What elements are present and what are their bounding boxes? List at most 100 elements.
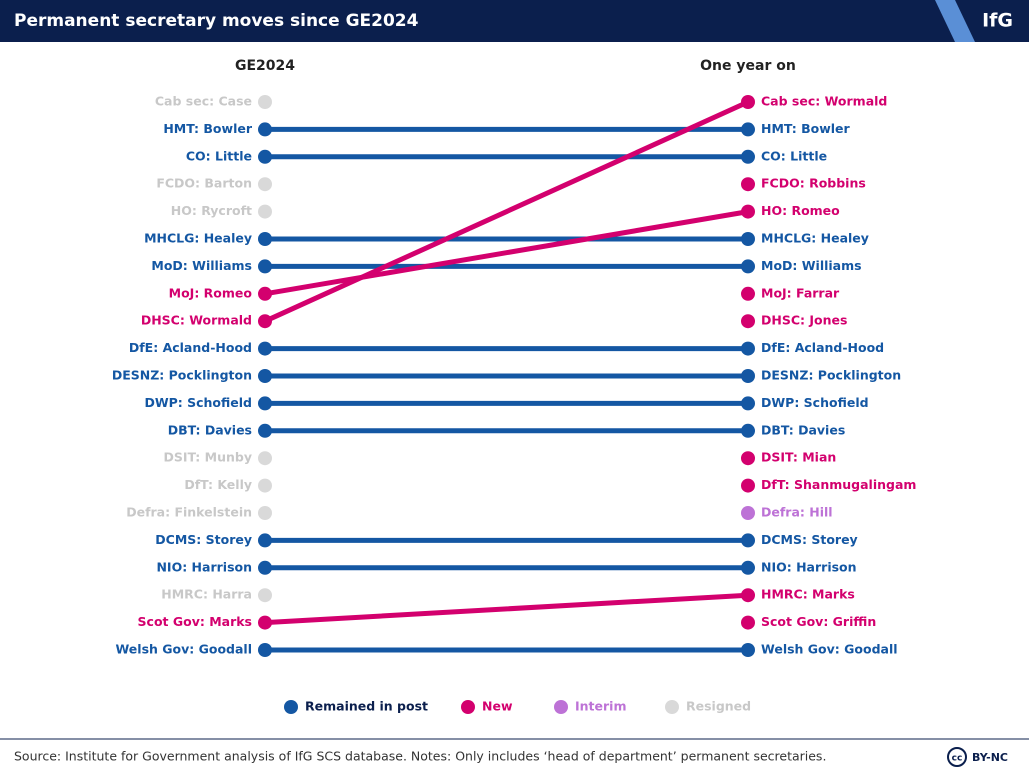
left-node [258,369,272,383]
left-label: DfE: Acland-Hood [129,340,252,355]
right-node [741,615,755,630]
left-label: Defra: Finkelstein [126,505,252,520]
left-node [258,533,272,548]
right-label: HMT: Bowler [761,121,851,136]
legend-swatch [554,700,568,714]
left-node [258,177,272,192]
left-node [258,95,272,109]
right-label: MoJ: Farrar [761,285,840,300]
left-label: HMRC: Harra [161,587,252,602]
link [262,99,751,324]
right-node [741,643,755,657]
logo: IfG [982,10,1013,32]
left-label: DESNZ: Pocklington [112,368,252,383]
right-label: DfT: Shanmugalingam [761,477,916,492]
right-node [741,177,755,192]
cc-text: cc [952,754,963,764]
link [262,209,751,297]
left-node [258,506,272,520]
right-label: Scot Gov: Griffin [761,614,876,629]
left-node [258,588,272,603]
left-label: MHCLG: Healey [144,231,252,246]
left-node [258,259,272,274]
left-node [258,341,272,356]
right-label: CO: Little [761,148,827,163]
right-node [741,341,755,356]
right-node [741,396,755,411]
legend-label: Remained in post [305,699,428,714]
legend-swatch [665,700,679,714]
left-label: DHSC: Wormald [141,313,252,328]
left-node [258,615,272,630]
left-label: FCDO: Barton [156,176,252,191]
legend-label: New [482,699,513,714]
left-node [258,451,272,466]
left-label: MoD: Williams [151,258,252,273]
licence: BY-NC [972,751,1008,764]
right-label: DWP: Schofield [761,395,869,410]
right-label: MoD: Williams [761,258,862,273]
left-node [258,204,272,219]
left-label: DBT: Davies [168,422,252,437]
left-label: DWP: Schofield [144,395,252,410]
right-node [741,259,755,274]
left-label: Cab sec: Case [155,94,252,109]
left-node [258,643,272,657]
column-header: One year on [700,58,796,74]
right-node [741,232,755,246]
right-node [741,533,755,548]
right-label: DBT: Davies [761,422,845,437]
right-node [741,314,755,329]
column-header: GE2024 [235,58,295,74]
right-label: Defra: Hill [761,505,833,520]
right-node [741,95,755,109]
title: Permanent secretary moves since GE2024 [14,11,419,31]
legend-label: Resigned [686,699,751,714]
right-label: DHSC: Jones [761,313,847,328]
right-node [741,506,755,520]
right-label: FCDO: Robbins [761,176,866,191]
right-node [741,286,755,301]
left-label: CO: Little [186,148,252,163]
right-node [741,423,755,438]
right-node [741,451,755,466]
right-label: HO: Romeo [761,203,840,218]
left-label: DCMS: Storey [155,532,252,547]
right-label: HMRC: Marks [761,587,855,602]
right-node [741,588,755,603]
legend-swatch [284,700,298,714]
left-node [258,286,272,301]
left-node [258,314,272,329]
logo-stripe [935,0,975,42]
right-node [741,149,755,164]
header-bar [0,0,1029,42]
left-label: Welsh Gov: Goodall [115,642,252,657]
left-node [258,149,272,164]
left-node [258,423,272,438]
left-label: Scot Gov: Marks [138,614,252,629]
source-note: Source: Institute for Government analysi… [14,749,826,764]
legend-label: Interim [575,699,626,714]
left-node [258,396,272,411]
right-label: MHCLG: Healey [761,231,869,246]
legend-swatch [461,700,475,714]
left-node [258,122,272,137]
right-label: Welsh Gov: Goodall [761,642,898,657]
right-node [741,369,755,383]
right-label: DESNZ: Pocklington [761,368,901,383]
left-label: MoJ: Romeo [169,285,253,300]
left-label: HO: Rycroft [171,203,252,218]
right-node [741,478,755,493]
right-label: DCMS: Storey [761,532,858,547]
right-label: DSIT: Mian [761,450,836,465]
right-node [741,204,755,219]
right-node [741,122,755,137]
left-node [258,560,272,575]
left-label: DfT: Kelly [184,477,252,492]
left-label: DSIT: Munby [163,450,252,465]
left-label: NIO: Harrison [156,559,252,574]
right-label: NIO: Harrison [761,559,857,574]
link [262,592,751,626]
right-node [741,560,755,575]
